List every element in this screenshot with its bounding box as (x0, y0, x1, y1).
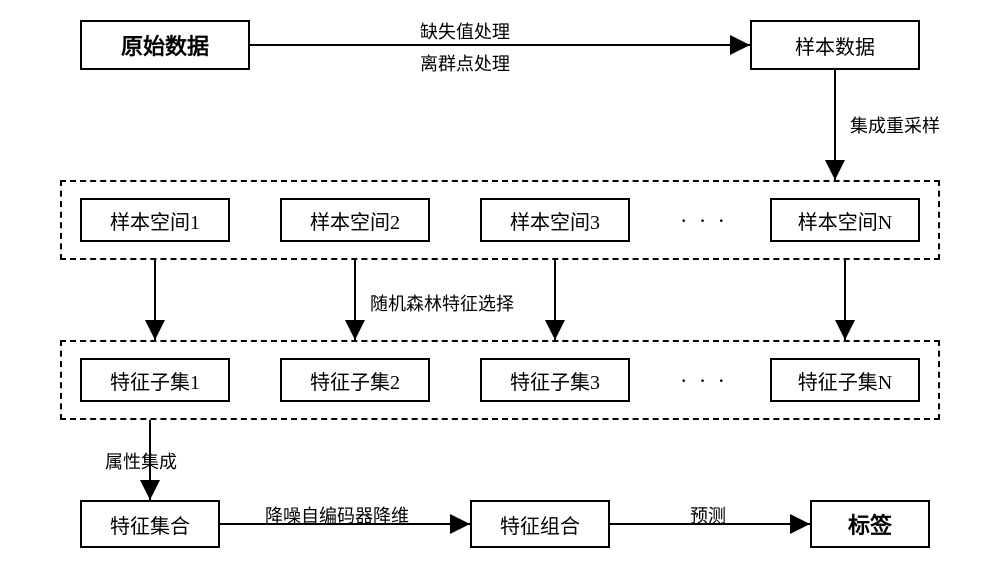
edge-label-predict: 预测 (690, 502, 726, 528)
node-feature-set: 特征集合 (80, 500, 220, 548)
node-labels: 标签 (810, 500, 930, 548)
node-raw-data: 原始数据 (80, 20, 250, 70)
node-space-1: 样本空间1 (80, 198, 230, 242)
node-sample-data: 样本数据 (750, 20, 920, 70)
edge-label-missing: 缺失值处理 (420, 18, 510, 44)
node-feature-comb: 特征组合 (470, 500, 610, 548)
edge-label-dae: 降噪自编码器降维 (265, 502, 409, 528)
node-space-2: 样本空间2 (280, 198, 430, 242)
node-space-n: 样本空间N (770, 198, 920, 242)
node-subset-1: 特征子集1 (80, 358, 230, 402)
edge-label-rf: 随机森林特征选择 (370, 290, 514, 316)
ellipsis-subsets: · · · (680, 368, 728, 394)
node-subset-2: 特征子集2 (280, 358, 430, 402)
edge-label-attr: 属性集成 (105, 448, 177, 474)
node-subset-n: 特征子集N (770, 358, 920, 402)
edge-label-resample: 集成重采样 (850, 112, 940, 138)
node-subset-3: 特征子集3 (480, 358, 630, 402)
node-space-3: 样本空间3 (480, 198, 630, 242)
ellipsis-spaces: · · · (680, 208, 728, 234)
edge-label-outlier: 离群点处理 (420, 50, 510, 76)
